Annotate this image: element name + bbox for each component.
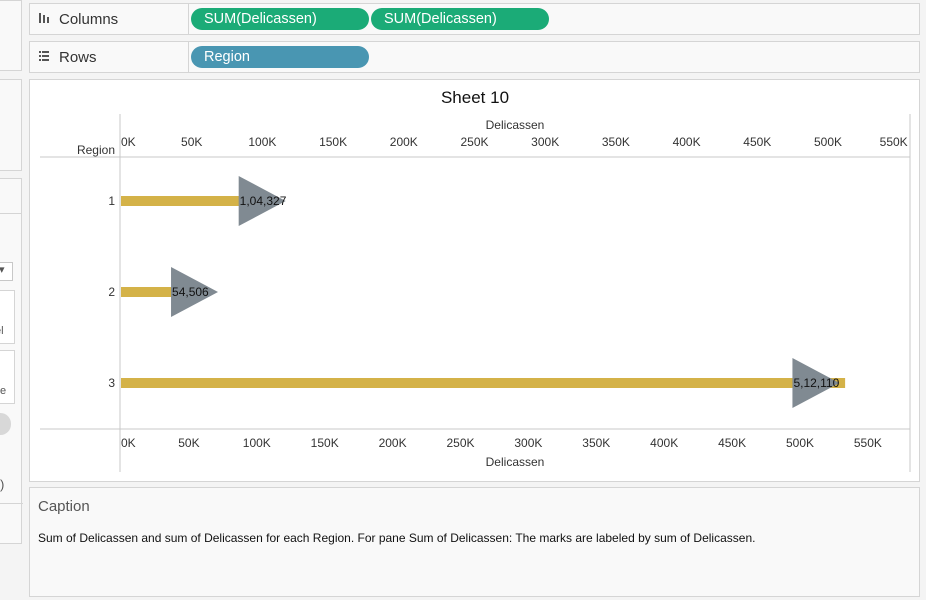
sheet-title: Sheet 10: [441, 88, 509, 107]
sheet-view: Sheet 10 Region Delicassen Delicassen 0K…: [29, 79, 920, 482]
left-card-text: el: [0, 325, 4, 337]
bottom-axis: 0K 50K 100K 150K 200K 250K 300K 350K 400K 450K 500…: [121, 436, 882, 450]
bar-mark: [121, 378, 846, 388]
bottom-tick-label: 450K: [718, 436, 746, 450]
top-axis-title: Delicassen: [486, 118, 545, 132]
top-tick-label: 450K: [743, 135, 771, 149]
bottom-tick-label: 400K: [650, 436, 678, 450]
caption-panel: Caption Sum of Delicassen and sum of Del…: [29, 487, 920, 597]
top-tick-label: 500K: [814, 135, 842, 149]
top-tick-label: 400K: [673, 135, 701, 149]
left-toggle[interactable]: [0, 413, 11, 435]
top-tick-label: 150K: [319, 135, 347, 149]
columns-pill-2[interactable]: SUM(Delicassen): [371, 8, 549, 30]
bottom-tick-label: 50K: [178, 436, 199, 450]
left-panel: ▾ el e ): [0, 0, 24, 600]
top-axis: 0K 50K 100K 150K 200K 250K 300K 350K 400K 450K 500…: [121, 135, 908, 149]
columns-shelf-label: Columns: [30, 4, 189, 34]
columns-icon: [37, 12, 51, 27]
bottom-tick-label: 350K: [582, 436, 610, 450]
columns-shelf: Columns SUM(Delicassen) SUM(Delicassen): [29, 3, 920, 35]
top-tick-label: 50K: [181, 135, 202, 149]
columns-label-text: Columns: [59, 10, 119, 28]
data-label: 54,506: [172, 285, 209, 299]
chart-svg: Sheet 10 Region Delicassen Delicassen 0K…: [40, 88, 911, 472]
left-panel-section: [0, 79, 22, 171]
top-tick-label: 300K: [531, 135, 559, 149]
region-label: 1: [108, 194, 115, 208]
bottom-tick-label: 0K: [121, 436, 136, 450]
left-panel-text: ): [0, 477, 5, 492]
bar-mark: [121, 287, 199, 297]
left-panel-section: [0, 0, 22, 71]
left-card: el: [0, 290, 15, 344]
bottom-axis-title: Delicassen: [486, 455, 545, 469]
rows-label-text: Rows: [59, 48, 97, 66]
triangle-mark: [792, 358, 840, 408]
left-card-text: e: [0, 385, 7, 397]
rows-icon: [37, 50, 51, 65]
triangle-mark: [238, 176, 286, 226]
rows-pill-region[interactable]: Region: [191, 46, 369, 68]
bottom-tick-label: 200K: [379, 436, 407, 450]
left-panel-divider: [0, 503, 23, 504]
rows-shelf: Rows Region: [29, 41, 920, 73]
top-tick-label: 250K: [460, 135, 488, 149]
left-panel-section: [0, 178, 22, 214]
region-label: 3: [108, 376, 115, 390]
top-tick-label: 0K: [121, 135, 136, 149]
chart-marks: 1 1,04,327 2 54,506 3 5,12,110: [108, 176, 846, 408]
bar-mark: [121, 196, 269, 206]
bottom-tick-label: 300K: [514, 436, 542, 450]
bottom-tick-label: 500K: [786, 436, 814, 450]
caption-text: Sum of Delicassen and sum of Delicassen …: [38, 531, 756, 545]
top-tick-label: 200K: [390, 135, 418, 149]
bottom-tick-label: 550K: [854, 436, 882, 450]
bottom-tick-label: 150K: [311, 436, 339, 450]
bottom-tick-label: 100K: [243, 436, 271, 450]
row-header-region: Region: [77, 143, 115, 157]
dropdown-chevron[interactable]: ▾: [0, 262, 13, 281]
bottom-tick-label: 250K: [446, 436, 474, 450]
rows-shelf-label: Rows: [30, 42, 189, 72]
caption-title: Caption: [38, 498, 90, 515]
top-tick-label: 100K: [248, 135, 276, 149]
left-card: e: [0, 350, 15, 404]
region-label: 2: [108, 285, 115, 299]
triangle-mark: [171, 267, 219, 317]
data-label: 1,04,327: [240, 194, 287, 208]
data-label: 5,12,110: [793, 376, 839, 390]
top-tick-label: 350K: [602, 135, 630, 149]
top-tick-label: 550K: [880, 135, 908, 149]
columns-pill-1[interactable]: SUM(Delicassen): [191, 8, 369, 30]
chevron-down-icon: ▾: [0, 264, 5, 276]
